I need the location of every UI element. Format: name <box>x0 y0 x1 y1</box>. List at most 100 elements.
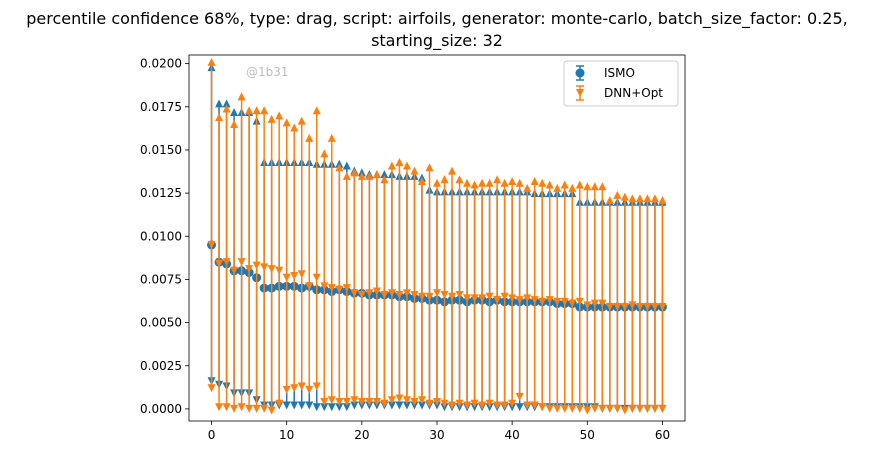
dnn-opt-lower-cap <box>320 398 329 407</box>
ismo-legend-label: ISMO <box>604 66 635 80</box>
dnn-opt-point <box>643 303 652 312</box>
dnn-opt-lower-cap <box>410 398 419 407</box>
dnn-opt-upper-cap <box>455 175 464 184</box>
ismo-lower-cap <box>282 401 291 410</box>
ismo-lower-cap <box>335 403 344 412</box>
dnn-opt-lower-cap <box>515 392 524 401</box>
dnn-opt-upper-cap <box>320 149 329 158</box>
dnn-opt-upper-cap <box>387 161 396 170</box>
dnn-opt-point <box>493 296 502 305</box>
dnn-opt-upper-cap <box>207 57 216 66</box>
ismo-lower-cap <box>342 403 351 412</box>
dnn-opt-lower-cap <box>387 396 396 405</box>
x-tick-label: 60 <box>655 428 670 442</box>
dnn-opt-point <box>425 292 434 301</box>
dnn-opt-upper-cap <box>433 178 441 187</box>
dnn-opt-point <box>297 270 306 279</box>
y-tick-label: 0.0150 <box>140 143 182 157</box>
x-tick-label: 0 <box>208 428 216 442</box>
dnn-opt-point <box>335 285 344 294</box>
dnn-opt-upper-cap <box>350 168 359 177</box>
dnn-opt-point <box>478 294 487 303</box>
dnn-opt-legend-marker <box>576 89 584 97</box>
dnn-opt-point <box>222 258 231 267</box>
dnn-opt-lower-cap <box>245 404 254 413</box>
y-tick-label: 0.0175 <box>140 100 182 114</box>
dnn-opt-lower-cap <box>575 404 584 413</box>
dnn-opt-upper-cap <box>440 175 449 184</box>
dnn-opt-upper-cap <box>312 106 321 115</box>
dnn-opt-point <box>380 290 389 299</box>
dnn-opt-point <box>598 299 607 308</box>
ismo-upper-cap <box>380 170 389 179</box>
dnn-opt-upper-cap <box>613 190 622 199</box>
dnn-opt-lower-cap <box>290 384 299 393</box>
dnn-opt-upper-cap <box>342 171 351 180</box>
dnn-opt-point <box>260 263 269 272</box>
dnn-opt-point <box>305 282 314 291</box>
dnn-opt-lower-cap <box>560 404 569 413</box>
dnn-opt-upper-cap <box>523 183 532 192</box>
dnn-opt-upper-cap <box>493 175 502 184</box>
dnn-opt-lower-cap <box>342 398 351 407</box>
dnn-opt-lower-cap <box>613 404 622 413</box>
dnn-opt-upper-cap <box>335 163 344 172</box>
dnn-opt-upper-cap <box>230 120 239 129</box>
dnn-opt-upper-cap <box>650 194 659 203</box>
dnn-opt-lower-cap <box>493 401 502 410</box>
dnn-opt-lower-cap <box>538 403 547 412</box>
ismo-upper-cap <box>222 99 231 108</box>
dnn-opt-upper-cap <box>275 111 284 120</box>
ismo-lower-cap <box>290 401 299 410</box>
dnn-opt-upper-cap <box>327 133 336 142</box>
ismo-lower-cap <box>387 401 396 410</box>
legend: ISMO DNN+Opt <box>563 60 679 107</box>
chart-title-line-2: starting_size: 32 <box>371 31 503 51</box>
dnn-opt-upper-cap <box>478 178 487 187</box>
dnn-opt-lower-cap <box>357 398 366 407</box>
dnn-opt-point <box>515 296 524 305</box>
dnn-opt-lower-cap <box>275 399 284 408</box>
dnn-opt-point <box>230 266 239 275</box>
ismo-lower-cap <box>312 403 321 412</box>
dnn-opt-point <box>530 296 539 305</box>
dnn-opt-upper-cap <box>545 180 554 189</box>
dnn-opt-lower-cap <box>545 404 554 413</box>
watermark-label: @1b31 <box>246 65 289 79</box>
dnn-opt-lower-cap <box>590 404 599 413</box>
dnn-opt-point <box>410 290 419 299</box>
series-dnn-opt <box>207 57 667 415</box>
dnn-opt-point <box>590 299 599 308</box>
dnn-opt-upper-cap <box>568 183 577 192</box>
dnn-opt-point <box>500 292 509 301</box>
dnn-opt-upper-cap <box>215 113 224 122</box>
y-tick-label: 0.0050 <box>140 316 182 330</box>
dnn-opt-lower-cap <box>643 404 652 413</box>
dnn-opt-point <box>357 290 366 299</box>
dnn-opt-upper-cap <box>297 116 306 125</box>
dnn-opt-point <box>470 294 479 303</box>
dnn-opt-point <box>463 294 472 303</box>
dnn-opt-upper-cap <box>590 182 599 191</box>
plot-frame <box>188 54 686 422</box>
dnn-opt-point <box>440 290 449 299</box>
ismo-legend-marker <box>575 68 585 78</box>
dnn-opt-point <box>605 303 614 312</box>
dnn-opt-lower-cap <box>620 406 629 415</box>
dnn-opt-upper-cap <box>267 114 276 123</box>
dnn-opt-upper-cap <box>575 180 584 189</box>
dnn-opt-point <box>275 266 284 275</box>
dnn-opt-point <box>387 289 396 298</box>
dnn-opt-legend-label: DNN+Opt <box>604 86 663 100</box>
x-tick-label: 30 <box>429 428 444 442</box>
dnn-opt-point <box>350 289 359 298</box>
dnn-opt-lower-cap <box>282 385 291 394</box>
dnn-opt-upper-cap <box>605 196 614 205</box>
dnn-opt-upper-cap <box>290 123 299 132</box>
ismo-lower-cap <box>402 401 411 410</box>
y-tick-label: 0.0100 <box>140 229 182 243</box>
y-tick-label: 0.0125 <box>140 186 182 200</box>
dnn-opt-lower-cap <box>433 398 441 407</box>
dnn-opt-lower-cap <box>230 404 239 413</box>
dnn-opt-point <box>282 273 291 282</box>
